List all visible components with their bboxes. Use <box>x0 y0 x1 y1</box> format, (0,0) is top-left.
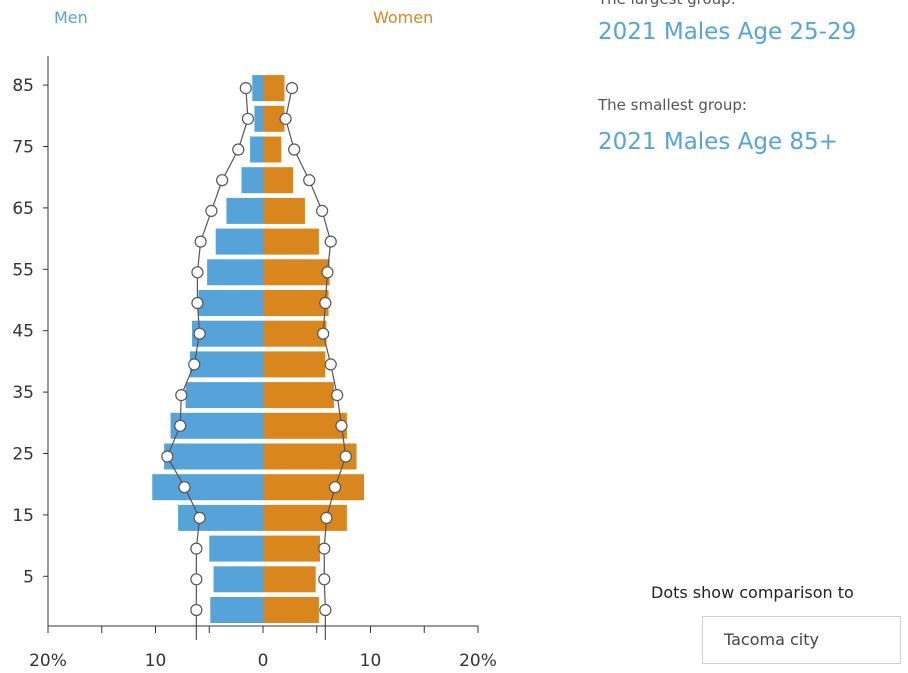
men-bar-75-79 <box>250 136 263 163</box>
women-bar-50-54 <box>263 290 329 316</box>
women-bar-85+ <box>263 75 285 102</box>
men-dot-75-79 <box>232 143 245 156</box>
women-bar-0-4 <box>263 597 319 623</box>
men-dot-70-74 <box>216 174 229 187</box>
men-dot-50-54 <box>191 296 204 310</box>
women-bar-5-9 <box>263 566 316 593</box>
women-dot-10-14 <box>318 542 331 555</box>
women-dot-55-59 <box>321 266 334 279</box>
women-bar-70-74 <box>263 167 294 194</box>
legend-women: Women <box>373 8 434 27</box>
women-dot-80-84 <box>279 112 292 125</box>
women-bar-45-49 <box>263 320 327 347</box>
men-dot-45-49 <box>193 327 206 340</box>
women-dot-20-24 <box>328 481 342 494</box>
men-bar-65-69 <box>226 197 263 224</box>
y-tick-label-15: 15 <box>12 506 34 526</box>
men-dot-15-19 <box>193 511 206 525</box>
women-dot-70-74 <box>303 174 316 187</box>
women-bar-60-64 <box>263 228 319 255</box>
population-pyramid-chart: 85 75 65 55 45 35 25 15 5 20% 10 0 10 20% <box>12 56 497 671</box>
smallest-group-caption: The smallest group: <box>598 96 747 114</box>
y-tick-label-75: 75 <box>12 138 34 158</box>
women-bar-80-84 <box>263 105 285 132</box>
women-dot-75-79 <box>288 143 301 156</box>
women-bar-35-39 <box>263 382 334 409</box>
women-dot-45-49 <box>317 327 330 340</box>
men-bars <box>152 75 263 623</box>
largest-group-value: 2021 Males Age 25-29 <box>598 19 857 45</box>
women-bar-15-19 <box>263 504 347 531</box>
women-bar-40-44 <box>263 351 326 378</box>
largest-group-caption: The largest group: <box>598 0 736 8</box>
women-bar-10-14 <box>263 535 320 562</box>
men-bar-70-74 <box>241 167 263 194</box>
women-dot-30-34 <box>335 419 348 432</box>
men-dot-65-69 <box>205 204 218 217</box>
men-bar-15-19 <box>178 504 263 531</box>
men-bar-50-54 <box>198 290 263 316</box>
women-dot-25-29 <box>339 450 352 463</box>
women-bar-20-24 <box>263 474 365 501</box>
men-dot-5-9 <box>190 573 203 586</box>
x-tick-label-0: 20% <box>29 651 67 671</box>
men-bar-35-39 <box>185 382 263 409</box>
x-tick-label-3: 10 <box>360 651 382 671</box>
men-dot-40-44 <box>188 358 201 371</box>
women-dot-85+ <box>285 81 299 95</box>
x-tick-label-1: 10 <box>145 651 167 671</box>
women-dot-15-19 <box>320 511 333 525</box>
men-dot-0-4 <box>190 603 203 617</box>
men-bar-80-84 <box>254 105 263 132</box>
women-dot-0-4 <box>319 603 332 617</box>
men-bar-25-29 <box>164 443 263 470</box>
men-dot-20-24 <box>178 481 191 494</box>
comparison-area-select[interactable]: Tacoma city <box>702 616 901 664</box>
men-dot-55-59 <box>191 266 204 279</box>
women-bar-30-34 <box>263 412 347 439</box>
men-bar-5-9 <box>213 566 263 593</box>
men-bar-10-14 <box>209 535 263 562</box>
men-dot-60-64 <box>194 235 207 248</box>
men-bar-40-44 <box>189 351 263 378</box>
women-dot-5-9 <box>318 573 331 586</box>
smallest-group-value: 2021 Males Age 85+ <box>598 129 838 155</box>
axes: 85 75 65 55 45 35 25 15 5 20% 10 0 10 20% <box>12 56 497 671</box>
women-dot-50-54 <box>319 296 332 310</box>
women-bar-65-69 <box>263 197 305 224</box>
y-tick-label-85: 85 <box>12 76 34 96</box>
y-tick-label-5: 5 <box>23 567 34 587</box>
y-tick-label-45: 45 <box>12 322 34 342</box>
comparison-dots <box>161 81 352 617</box>
men-dot-85+ <box>239 81 252 95</box>
men-dot-10-14 <box>190 542 203 555</box>
y-tick-label-55: 55 <box>12 260 34 280</box>
women-dot-65-69 <box>316 204 329 217</box>
men-bar-60-64 <box>215 228 263 255</box>
men-dot-30-34 <box>174 419 187 432</box>
men-bar-20-24 <box>152 474 263 501</box>
y-tick-label-65: 65 <box>12 199 34 219</box>
women-dot-35-39 <box>331 389 344 402</box>
y-tick-label-25: 25 <box>12 445 34 465</box>
men-bar-55-59 <box>207 259 263 286</box>
women-bar-55-59 <box>263 259 330 286</box>
x-tick-label-2: 0 <box>258 651 269 671</box>
legend-men: Men <box>54 8 88 27</box>
women-bar-75-79 <box>263 136 282 163</box>
men-bar-0-4 <box>210 597 263 623</box>
y-tick-label-35: 35 <box>12 383 34 403</box>
men-bar-85+ <box>252 75 263 102</box>
women-bars <box>263 75 365 623</box>
x-tick-label-4: 20% <box>459 651 497 671</box>
men-dot-80-84 <box>241 112 255 125</box>
women-dot-60-64 <box>324 235 337 248</box>
comparison-caption: Dots show comparison to <box>651 583 854 602</box>
men-dot-35-39 <box>175 389 188 402</box>
men-dot-25-29 <box>161 450 174 463</box>
women-dot-40-44 <box>324 358 337 371</box>
